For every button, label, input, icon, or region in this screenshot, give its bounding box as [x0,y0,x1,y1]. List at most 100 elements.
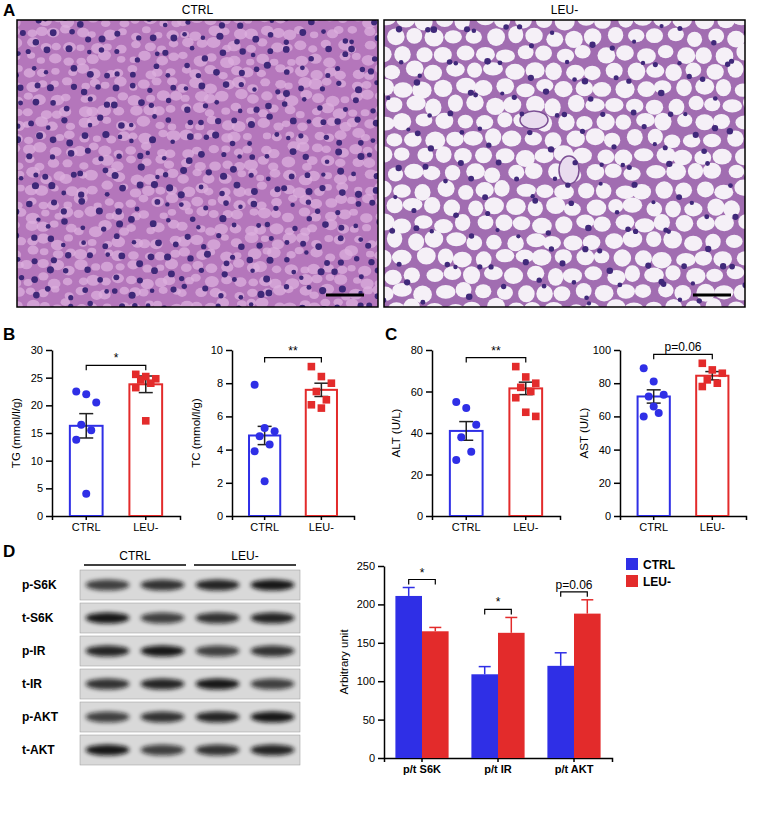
nucleus [111,102,118,109]
y-tick: 100 [357,675,384,687]
nucleus [666,161,672,167]
tick-label: 200 [357,598,375,610]
nucleus [32,258,38,264]
cytoplasm [138,210,149,218]
error-line [465,422,467,441]
blot-row-label: t-S6K [22,611,54,625]
blot-strip [80,570,300,600]
legend: CTRLLEU- [626,558,675,589]
bar [547,666,574,758]
cytoplasm [87,186,98,195]
image-frame [384,20,745,307]
cytoplasm [126,156,136,164]
vacuole [535,45,552,60]
nucleus [218,293,223,298]
bar [509,388,542,516]
nucleus [114,71,119,76]
nucleus [252,87,256,91]
cytoplasm [166,193,179,203]
plot-marks [249,363,337,516]
nucleus [19,275,24,280]
tick-label: 100 [357,675,375,687]
nucleus [700,76,705,81]
vacuole [486,235,502,250]
error-line [511,617,513,632]
significance-bracket [561,592,588,597]
nucleus [155,51,160,56]
vacuole [575,45,591,59]
cytoplasm [261,236,269,242]
vacuole [587,200,607,216]
error-cap [314,382,328,384]
blot-band [196,646,240,657]
nucleus [281,185,287,191]
bar [696,376,728,516]
cytoplasm [91,263,100,270]
cytoplasm [334,71,346,80]
nucleus [339,189,346,196]
cytoplasm [296,111,305,118]
nucleus [237,154,242,159]
blot-band [86,712,130,723]
vacuole [689,96,704,111]
nucleus [249,173,254,178]
tick-label: CTRL [72,521,101,533]
nucleus [251,188,258,195]
bar [395,596,422,758]
x-axis: CTRLLEU- [233,516,355,533]
nucleus [711,40,716,45]
nucleus [335,66,340,71]
cytoplasm [51,43,60,51]
nucleus [168,270,175,277]
nucleus [136,35,141,40]
cytoplasm [361,109,370,116]
cytoplasm [346,299,358,307]
axis-line [620,351,622,517]
bar [471,674,498,758]
vacuole [387,230,402,248]
vacuole [594,20,610,29]
vacuole [515,20,532,29]
cytoplasm [300,90,312,100]
cytoplasm [98,146,111,157]
tick-label: 15 [31,427,43,439]
error-line [653,390,655,403]
tick-mark [46,488,52,490]
nucleus [681,263,687,269]
nucleus [626,79,631,84]
nucleus [42,174,48,180]
cytoplasm [271,210,281,218]
nucleus [517,24,522,29]
cytoplasm [209,161,221,170]
nucleus [164,253,171,260]
vacuole [524,302,541,307]
nucleus [101,226,106,231]
significance-bracket [654,354,713,359]
nucleus [568,200,574,206]
vacuole [548,268,564,286]
nucleus [542,284,547,289]
cytoplasm [167,77,177,85]
nucleus [61,191,66,196]
cytoplasm [191,302,203,307]
vessel [559,156,579,184]
cytoplasm [217,291,227,299]
cytoplasm [103,43,112,50]
nucleus [103,167,109,173]
cytoplasm [194,56,208,67]
data-point [308,363,316,371]
cytoplasm [362,224,371,231]
nucleus [354,256,359,261]
nucleus [325,73,330,78]
nucleus [298,133,303,138]
nucleus [343,107,348,112]
cytoplasm [348,109,357,116]
plot-marks [70,371,162,516]
nucleus [188,120,194,126]
vacuole [576,214,594,228]
data-point [472,421,480,429]
vacuole [436,146,452,163]
vacuole [475,147,492,163]
nucleus [151,267,158,274]
vacuole [463,266,480,284]
